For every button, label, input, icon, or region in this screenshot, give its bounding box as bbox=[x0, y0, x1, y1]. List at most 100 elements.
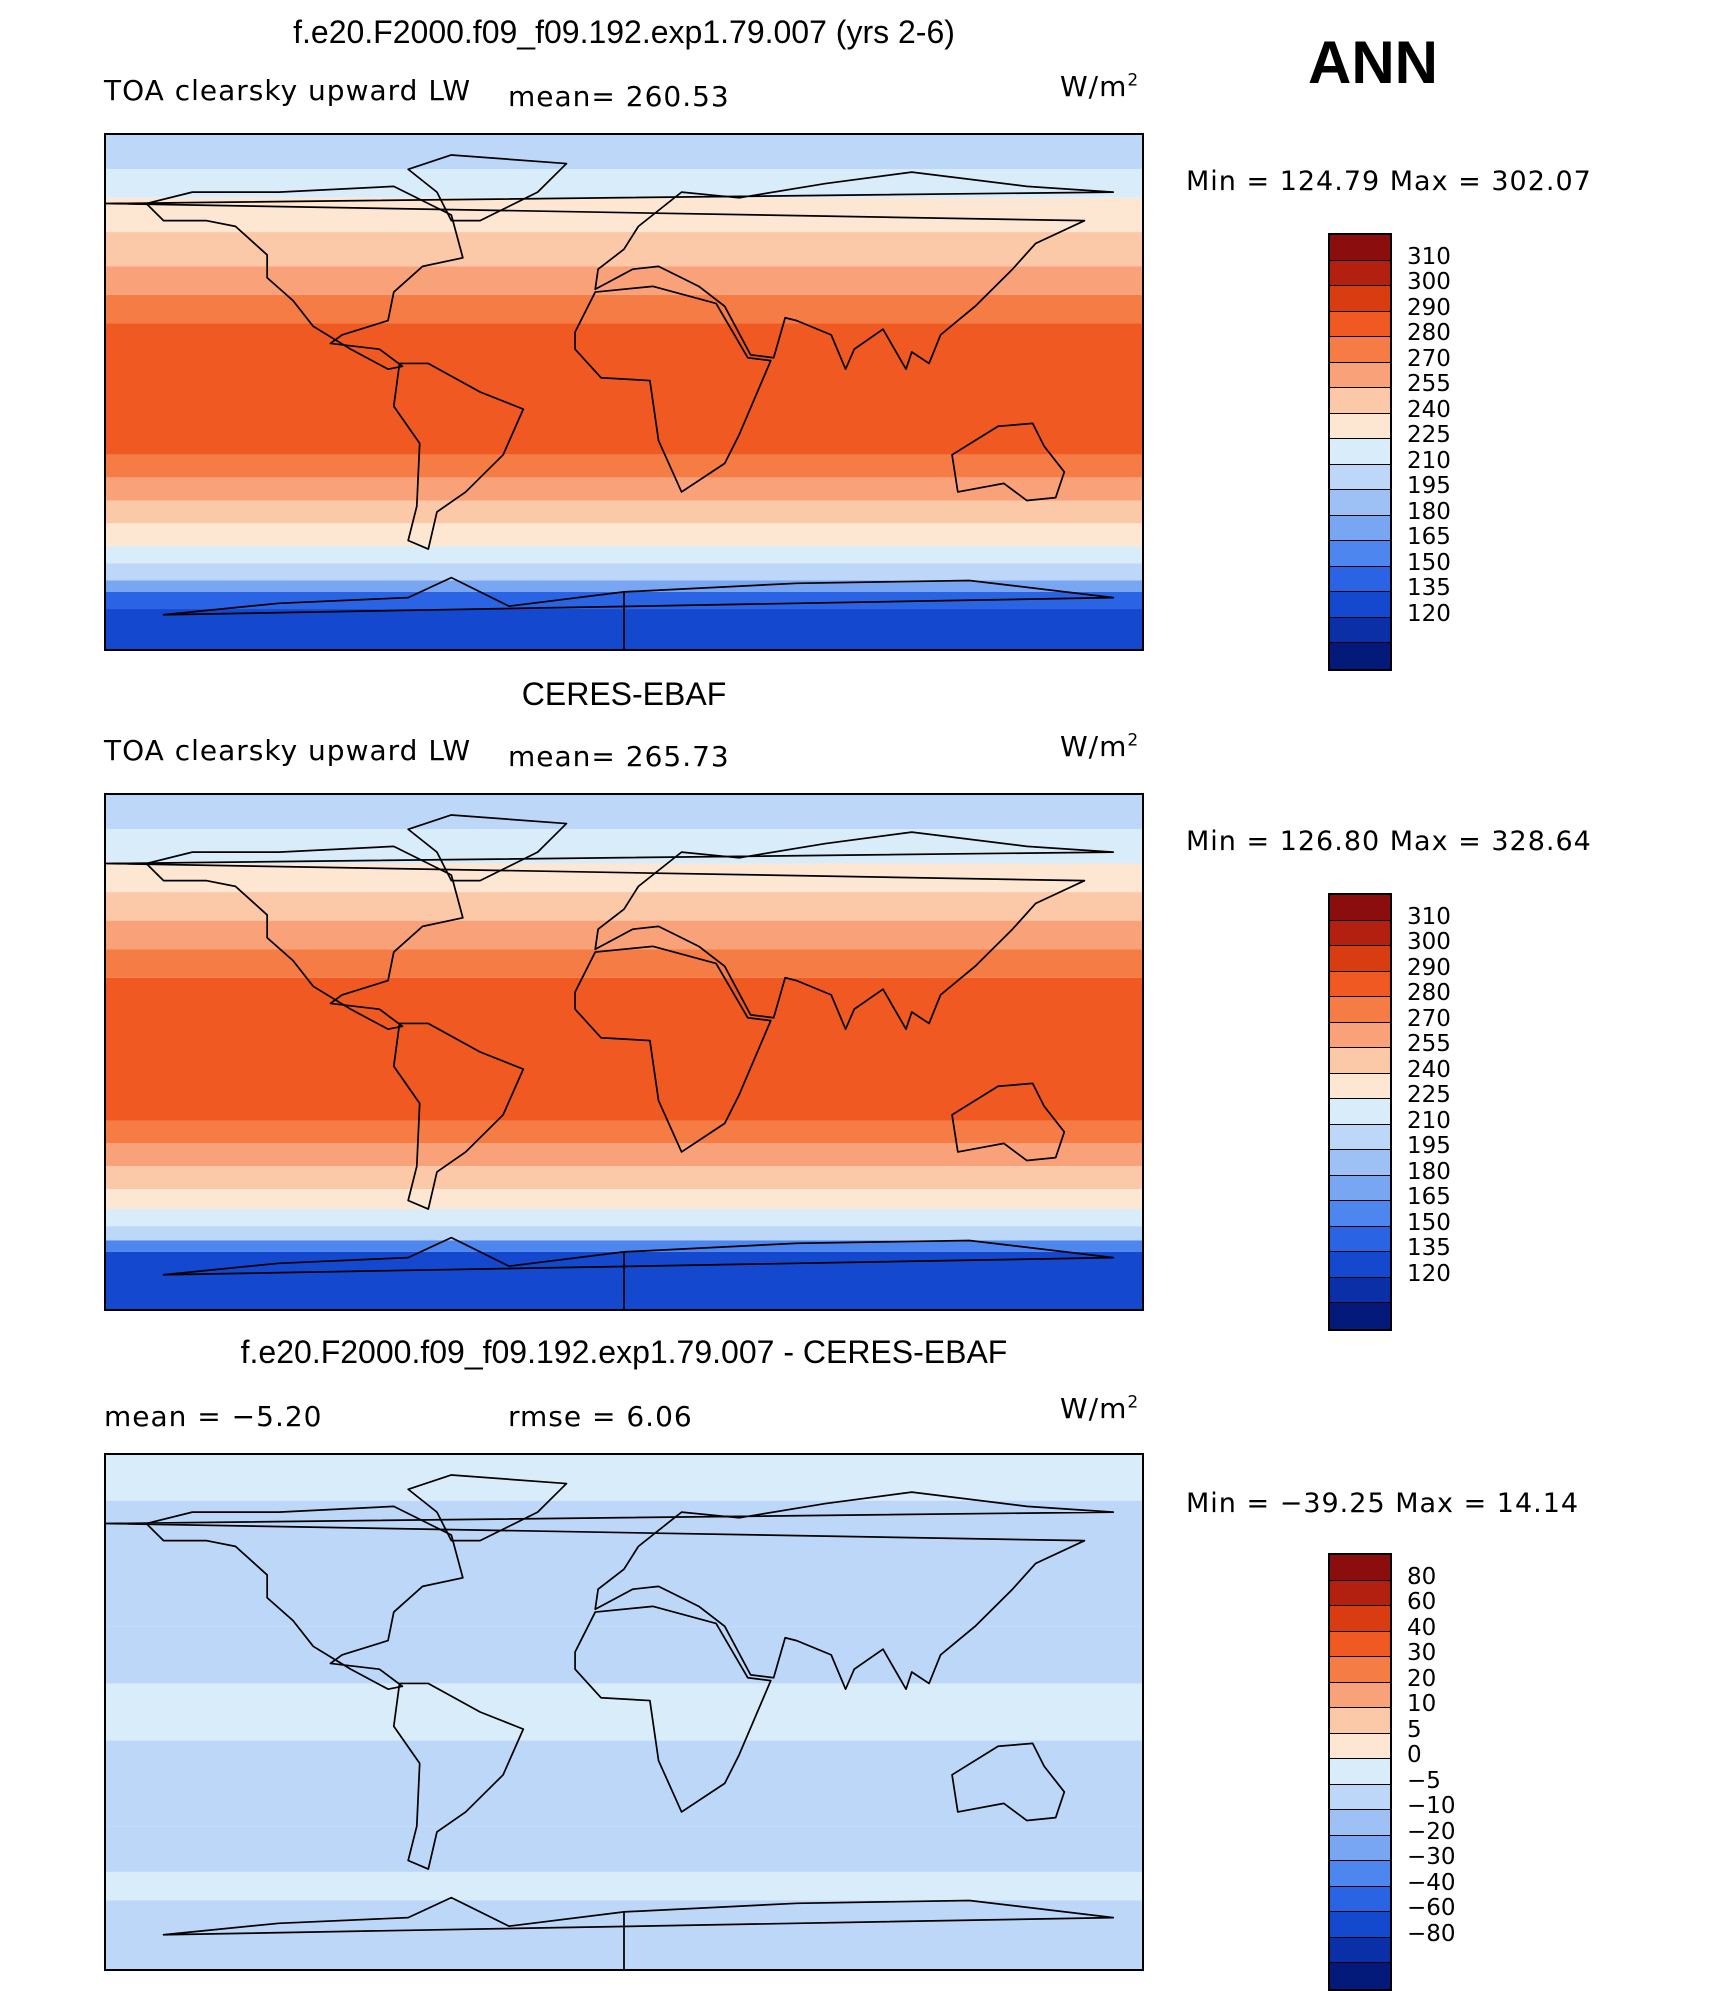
panel1-coast-samerica bbox=[392, 362, 525, 550]
panel3-band-6 bbox=[106, 1871, 1142, 1901]
colorbar-swatch bbox=[1330, 617, 1390, 643]
panel2-units: W/m2 bbox=[1060, 730, 1140, 763]
colorbar-swatch bbox=[1330, 1150, 1390, 1176]
colorbar-label: −20 bbox=[1407, 1818, 1456, 1845]
colorbar-swatch bbox=[1330, 1937, 1390, 1963]
colorbar-swatch bbox=[1330, 1835, 1390, 1861]
panel1-title: f.e20.F2000.f09_f09.192.exp1.79.007 (yrs… bbox=[293, 14, 955, 50]
panel1-coast-antarctica bbox=[162, 576, 1115, 649]
colorbar-label: 225 bbox=[1407, 422, 1451, 448]
panel1-band-5 bbox=[106, 294, 1142, 324]
colorbar-swatch bbox=[1330, 895, 1390, 921]
colorbar-swatch bbox=[1330, 1226, 1390, 1252]
colorbar-label: 30 bbox=[1407, 1640, 1437, 1666]
colorbar-label: 40 bbox=[1407, 1614, 1437, 1641]
panel1-band-2 bbox=[106, 197, 1142, 233]
panel2-title: CERES-EBAF bbox=[521, 676, 727, 712]
colorbar-label: −60 bbox=[1407, 1895, 1456, 1921]
colorbar-swatch bbox=[1330, 920, 1390, 946]
panel2-coast-greenland bbox=[407, 814, 568, 882]
colorbar-swatch bbox=[1330, 1682, 1390, 1708]
panel3-band-3 bbox=[106, 1683, 1142, 1741]
colorbar-label: 210 bbox=[1407, 1107, 1451, 1134]
panel1-coast-eurasia bbox=[106, 171, 1115, 371]
panel3-coast-samerica bbox=[392, 1682, 525, 1870]
colorbar-swatch bbox=[1330, 1912, 1390, 1938]
colorbar-label: 120 bbox=[1407, 1260, 1451, 1287]
panel2-map-svg bbox=[106, 795, 1142, 1309]
colorbar-swatch bbox=[1330, 515, 1390, 541]
panel1-band-7 bbox=[106, 454, 1142, 478]
colorbar-label: −5 bbox=[1407, 1767, 1441, 1794]
panel2-band-9 bbox=[106, 1166, 1142, 1190]
panel1-colorbar bbox=[1328, 233, 1392, 671]
panel2-band-8 bbox=[106, 1143, 1142, 1167]
panel3-band-5 bbox=[106, 1826, 1142, 1872]
panel3-title: f.e20.F2000.f09_f09.192.exp1.79.007 - CE… bbox=[240, 1334, 1008, 1370]
colorbar-swatch bbox=[1330, 490, 1390, 516]
panel3-band-1 bbox=[106, 1500, 1142, 1627]
colorbar-label: 5 bbox=[1407, 1716, 1422, 1743]
colorbar-label: 240 bbox=[1407, 1056, 1451, 1083]
colorbar-swatch bbox=[1330, 439, 1390, 465]
panel1-units: W/m2 bbox=[1060, 70, 1140, 103]
colorbar-label: 270 bbox=[1407, 345, 1451, 372]
colorbar-swatch bbox=[1330, 1252, 1390, 1278]
colorbar-label: 210 bbox=[1407, 447, 1451, 474]
colorbar-label: 60 bbox=[1407, 1589, 1437, 1615]
colorbar-label: 180 bbox=[1407, 1158, 1451, 1185]
panel1-coast-africa bbox=[574, 285, 772, 493]
colorbar-swatch bbox=[1330, 1048, 1390, 1074]
panel2-band-5 bbox=[106, 949, 1142, 978]
colorbar-label: 180 bbox=[1407, 498, 1451, 525]
colorbar-label: 80 bbox=[1407, 1563, 1437, 1590]
colorbar-swatch bbox=[1330, 1631, 1390, 1657]
panel3-colorbar bbox=[1328, 1553, 1392, 1991]
colorbar-label: 255 bbox=[1407, 371, 1451, 397]
panel3-coast-antarctica bbox=[162, 1896, 1115, 1969]
panel2-minmax: Min = 126.80 Max = 328.64 bbox=[1186, 826, 1592, 857]
panel3-coast-australia bbox=[951, 1742, 1066, 1822]
panel3-mean: mean = −5.20 bbox=[104, 1400, 323, 1433]
panel3-coast-africa bbox=[574, 1605, 772, 1813]
colorbar-label: 150 bbox=[1407, 1209, 1451, 1236]
panel1-coast-australia bbox=[951, 422, 1066, 502]
colorbar-label: 195 bbox=[1407, 473, 1451, 499]
panel2-band-11 bbox=[106, 1209, 1142, 1227]
panel1-band-10 bbox=[106, 523, 1142, 547]
colorbar-swatch bbox=[1330, 1277, 1390, 1303]
panel2-band-0 bbox=[106, 795, 1142, 830]
colorbar-swatch bbox=[1330, 592, 1390, 618]
colorbar-label: 120 bbox=[1407, 600, 1451, 627]
colorbar-swatch bbox=[1330, 337, 1390, 363]
panel1-band-8 bbox=[106, 477, 1142, 501]
colorbar-label: 240 bbox=[1407, 396, 1451, 423]
colorbar-label: 255 bbox=[1407, 1031, 1451, 1057]
panel3-minmax: Min = −39.25 Max = 14.14 bbox=[1186, 1488, 1580, 1519]
colorbar-swatch bbox=[1330, 362, 1390, 388]
panel2-band-6 bbox=[106, 977, 1142, 1121]
panel2-band-2 bbox=[106, 863, 1142, 893]
colorbar-swatch bbox=[1330, 1886, 1390, 1912]
panel1-mean: mean= 260.53 bbox=[508, 80, 730, 113]
panel2-coast-africa bbox=[574, 945, 772, 1153]
panel1-variable: TOA clearsky upward LW bbox=[104, 74, 472, 107]
panel2-coast-australia bbox=[951, 1082, 1066, 1162]
panel3-coast-greenland bbox=[407, 1474, 568, 1542]
colorbar-swatch bbox=[1330, 1963, 1390, 1989]
colorbar-swatch bbox=[1330, 1657, 1390, 1683]
panel1-band-13 bbox=[106, 580, 1142, 592]
colorbar-swatch bbox=[1330, 311, 1390, 337]
colorbar-swatch bbox=[1330, 1861, 1390, 1887]
colorbar-label: 150 bbox=[1407, 549, 1451, 576]
colorbar-swatch bbox=[1330, 997, 1390, 1023]
colorbar-label: 10 bbox=[1407, 1691, 1437, 1717]
panel1-band-11 bbox=[106, 546, 1142, 564]
colorbar-swatch bbox=[1330, 1759, 1390, 1785]
panel3-coast-eurasia bbox=[106, 1491, 1115, 1691]
colorbar-label: −10 bbox=[1407, 1793, 1456, 1819]
panel2-band-13 bbox=[106, 1240, 1142, 1252]
colorbar-swatch bbox=[1330, 1124, 1390, 1150]
colorbar-label: 20 bbox=[1407, 1665, 1437, 1692]
panel1-band-0 bbox=[106, 135, 1142, 170]
